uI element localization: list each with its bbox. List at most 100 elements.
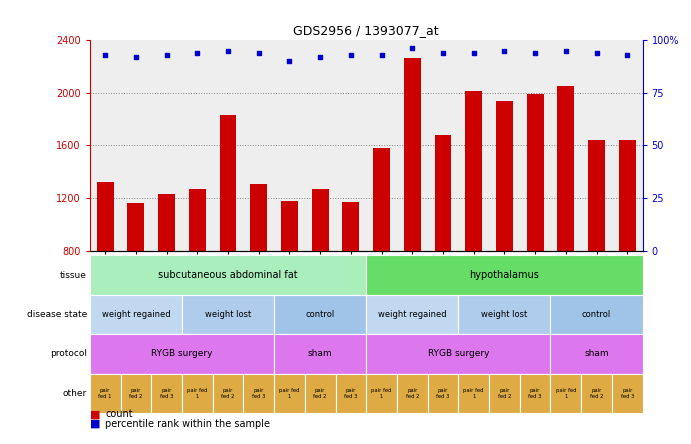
Text: count: count: [105, 409, 133, 419]
Text: pair fed
1: pair fed 1: [464, 388, 484, 399]
Point: [499, 47, 510, 54]
Point: [529, 49, 540, 56]
Point: [591, 49, 602, 56]
Point: [376, 51, 387, 58]
Text: sham: sham: [308, 349, 332, 358]
Bar: [120, 373, 151, 413]
Bar: [158, 194, 175, 357]
Bar: [558, 86, 574, 357]
Text: weight regained: weight regained: [378, 310, 446, 319]
Text: RYGB surgery: RYGB surgery: [151, 349, 213, 358]
Text: pair
fed 3: pair fed 3: [344, 388, 357, 399]
Text: pair fed
1: pair fed 1: [556, 388, 576, 399]
Bar: [458, 373, 489, 413]
Bar: [97, 182, 113, 357]
Text: disease state: disease state: [26, 310, 87, 319]
Point: [192, 49, 203, 56]
Point: [437, 49, 448, 56]
Bar: [213, 373, 243, 413]
Point: [223, 47, 234, 54]
Bar: [404, 59, 421, 357]
Bar: [581, 373, 612, 413]
Text: pair
fed 2: pair fed 2: [221, 388, 235, 399]
Point: [346, 51, 357, 58]
Bar: [336, 373, 366, 413]
Point: [560, 47, 571, 54]
Text: pair
fed 2: pair fed 2: [314, 388, 327, 399]
Bar: [274, 334, 366, 373]
Text: RYGB surgery: RYGB surgery: [428, 349, 489, 358]
Text: percentile rank within the sample: percentile rank within the sample: [105, 419, 270, 429]
Bar: [127, 203, 144, 357]
Bar: [588, 140, 605, 357]
Text: pair fed
1: pair fed 1: [371, 388, 392, 399]
Bar: [90, 295, 182, 334]
Bar: [312, 189, 329, 357]
Point: [284, 58, 295, 65]
Bar: [366, 334, 551, 373]
Text: control: control: [582, 310, 611, 319]
Text: pair
fed 3: pair fed 3: [252, 388, 265, 399]
Bar: [90, 255, 366, 295]
Text: pair
fed 2: pair fed 2: [406, 388, 419, 399]
Text: pair
fed 2: pair fed 2: [498, 388, 511, 399]
Text: pair
fed 1: pair fed 1: [98, 388, 112, 399]
Point: [253, 49, 264, 56]
Bar: [182, 373, 213, 413]
Bar: [220, 115, 236, 357]
Bar: [189, 189, 206, 357]
Text: subcutaneous abdominal fat: subcutaneous abdominal fat: [158, 270, 298, 280]
Bar: [274, 295, 366, 334]
Bar: [428, 373, 458, 413]
Text: ■: ■: [90, 419, 100, 429]
Bar: [551, 334, 643, 373]
Bar: [250, 184, 267, 357]
Text: ■: ■: [90, 409, 100, 419]
Point: [314, 53, 325, 60]
Bar: [489, 373, 520, 413]
Title: GDS2956 / 1393077_at: GDS2956 / 1393077_at: [294, 24, 439, 37]
Bar: [465, 91, 482, 357]
Point: [407, 45, 418, 52]
Text: weight regained: weight regained: [102, 310, 170, 319]
Text: pair
fed 3: pair fed 3: [529, 388, 542, 399]
Bar: [243, 373, 274, 413]
Bar: [182, 295, 274, 334]
Bar: [397, 373, 428, 413]
Point: [622, 51, 633, 58]
Bar: [551, 295, 643, 334]
Bar: [496, 101, 513, 357]
Bar: [274, 373, 305, 413]
Bar: [90, 334, 274, 373]
Bar: [612, 373, 643, 413]
Text: pair
fed 2: pair fed 2: [129, 388, 142, 399]
Text: pair fed
1: pair fed 1: [279, 388, 300, 399]
Bar: [305, 373, 336, 413]
Text: protocol: protocol: [50, 349, 87, 358]
Bar: [366, 373, 397, 413]
Bar: [343, 202, 359, 357]
Bar: [520, 373, 551, 413]
Point: [100, 51, 111, 58]
Text: pair
fed 3: pair fed 3: [436, 388, 450, 399]
Bar: [373, 148, 390, 357]
Text: weight lost: weight lost: [205, 310, 251, 319]
Point: [468, 49, 480, 56]
Bar: [435, 135, 451, 357]
Text: pair fed
1: pair fed 1: [187, 388, 207, 399]
Bar: [366, 295, 458, 334]
Bar: [151, 373, 182, 413]
Bar: [551, 373, 581, 413]
Bar: [619, 140, 636, 357]
Bar: [458, 295, 551, 334]
Point: [131, 53, 142, 60]
Bar: [366, 255, 643, 295]
Text: pair
fed 3: pair fed 3: [621, 388, 634, 399]
Text: control: control: [305, 310, 334, 319]
Text: sham: sham: [585, 349, 609, 358]
Bar: [281, 201, 298, 357]
Point: [161, 51, 172, 58]
Text: other: other: [62, 388, 87, 398]
Text: tissue: tissue: [60, 270, 87, 280]
Bar: [90, 373, 120, 413]
